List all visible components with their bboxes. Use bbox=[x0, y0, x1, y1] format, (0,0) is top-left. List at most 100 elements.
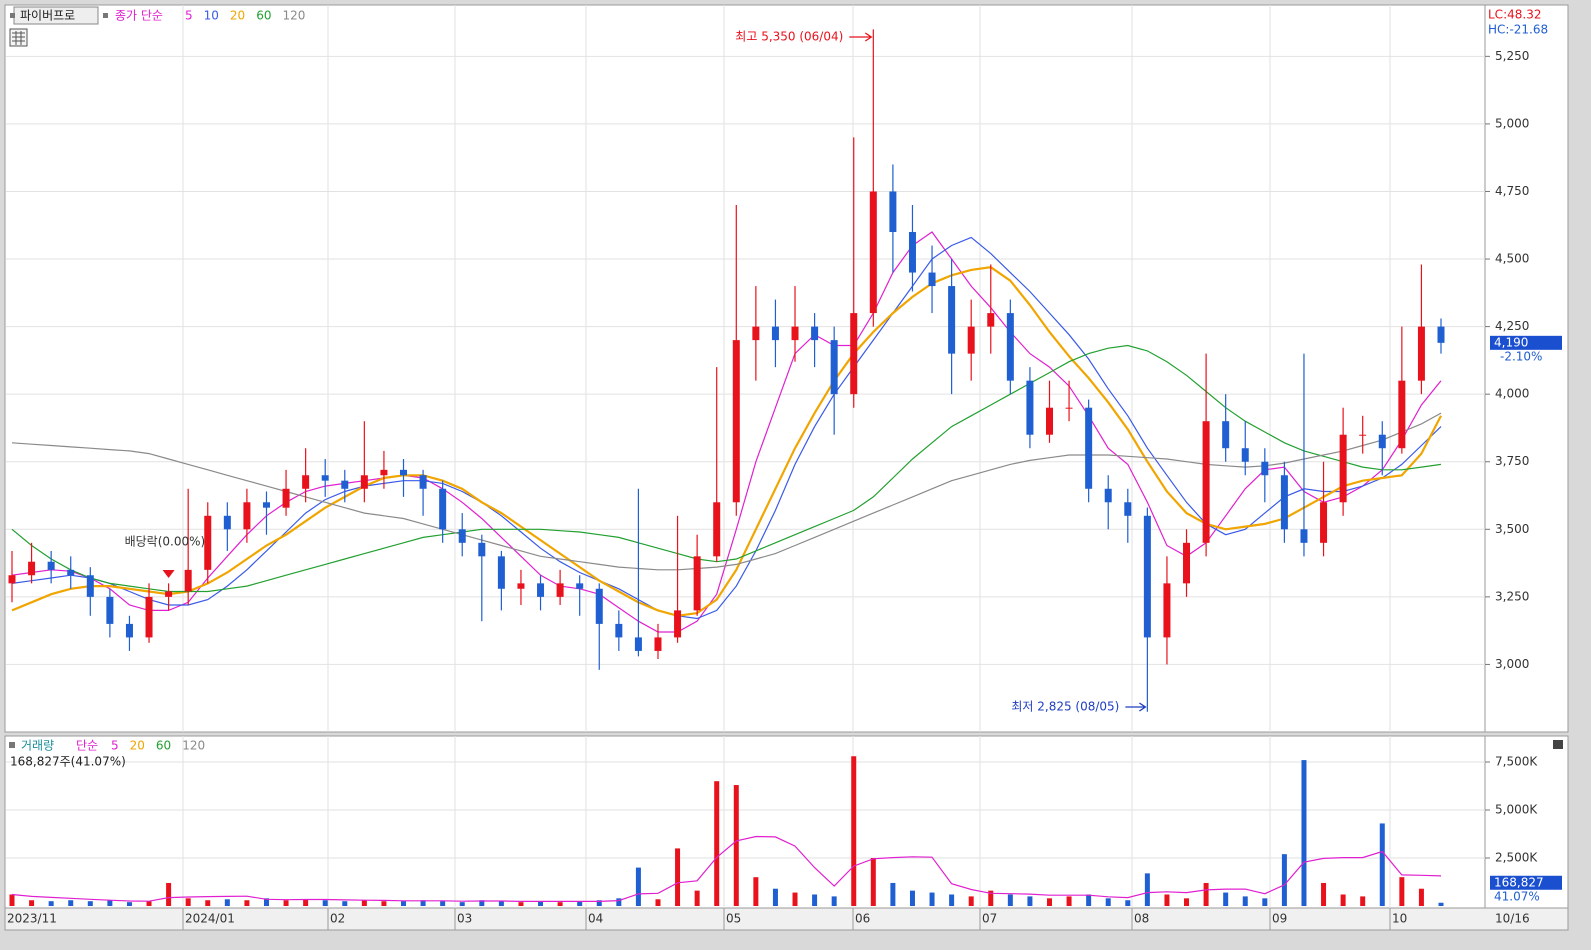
y-tick-label: 5,250 bbox=[1495, 49, 1529, 63]
volume-bar bbox=[1379, 823, 1385, 906]
y-tick-label: 2,500K bbox=[1495, 851, 1538, 865]
volume-bar bbox=[342, 901, 348, 906]
candle-body bbox=[1261, 461, 1269, 476]
volume-bar bbox=[107, 900, 113, 906]
volume-bar bbox=[459, 902, 465, 906]
candle-body bbox=[1143, 515, 1151, 638]
legend-entry: 20 bbox=[130, 739, 145, 753]
candle-body bbox=[1202, 421, 1210, 543]
volume-bar bbox=[675, 848, 681, 906]
x-tick-label: 04 bbox=[588, 912, 603, 926]
volume-bar bbox=[185, 898, 191, 906]
volume-bar bbox=[224, 899, 230, 906]
candle-body bbox=[1006, 313, 1014, 381]
candle-body bbox=[145, 596, 153, 638]
volume-bar bbox=[968, 896, 974, 906]
volume-bar bbox=[166, 882, 172, 906]
price-panel bbox=[4, 4, 1486, 733]
candle-body bbox=[1359, 434, 1367, 436]
candle-body bbox=[517, 583, 525, 589]
volume-bar bbox=[1066, 896, 1072, 906]
candle-body bbox=[830, 340, 838, 395]
candle-body bbox=[302, 475, 310, 489]
volume-summary: 168,827주(41.07%) bbox=[10, 755, 126, 769]
volume-bar bbox=[283, 900, 289, 906]
x-tick-label: 2024/01 bbox=[185, 912, 235, 926]
legend-entry: 5 bbox=[185, 9, 193, 23]
close-button[interactable] bbox=[1553, 740, 1563, 749]
y-tick-label: 3,750 bbox=[1495, 454, 1529, 468]
volume-bar bbox=[655, 899, 661, 906]
volume-panel bbox=[4, 735, 1486, 909]
volume-bar bbox=[303, 899, 309, 906]
candle-body bbox=[1300, 529, 1308, 543]
candle-body bbox=[439, 488, 447, 530]
volume-bar bbox=[1144, 873, 1150, 906]
volume-bar bbox=[1203, 882, 1209, 906]
candle-body bbox=[1026, 380, 1034, 435]
current-volume: 168,827 bbox=[1494, 875, 1544, 889]
volume-bar bbox=[1281, 854, 1287, 906]
x-tick-label: 03 bbox=[457, 912, 472, 926]
candle-body bbox=[419, 475, 427, 489]
candle-body bbox=[537, 583, 545, 597]
x-tick-label: 08 bbox=[1134, 912, 1149, 926]
legend-entry: 60 bbox=[156, 739, 171, 753]
candle-body bbox=[713, 502, 721, 557]
candle-body bbox=[86, 575, 94, 597]
high-annotation: 최고 5,350 (06/04) bbox=[735, 30, 843, 44]
candle-body bbox=[1163, 583, 1171, 638]
volume-title: 거래량 bbox=[21, 739, 54, 753]
volume-bar bbox=[733, 785, 739, 906]
volume-bar bbox=[812, 894, 818, 906]
volume-bar bbox=[694, 890, 700, 906]
candle-body bbox=[106, 596, 114, 624]
current-volume-pct: 41.07% bbox=[1494, 889, 1540, 903]
candle-body bbox=[1085, 407, 1093, 489]
volume-bar bbox=[772, 888, 778, 906]
dividend-annotation: 배당락(0.00%) bbox=[125, 535, 206, 549]
y-tick-label: 3,000 bbox=[1495, 657, 1529, 671]
candle-body bbox=[1280, 475, 1288, 530]
candle-body bbox=[125, 623, 133, 638]
x-tick-label: 2023/11 bbox=[7, 912, 57, 926]
candle-body bbox=[282, 488, 290, 508]
volume-bar bbox=[29, 900, 35, 906]
low-arrow bbox=[1125, 702, 1147, 712]
volume-bar bbox=[401, 901, 407, 906]
volume-bar bbox=[753, 877, 759, 906]
volume-bar bbox=[1105, 898, 1111, 906]
candle-body bbox=[634, 637, 642, 651]
candle-body bbox=[67, 569, 75, 576]
marks-layer bbox=[8, 29, 1445, 906]
candle-body bbox=[1339, 434, 1347, 503]
stock-name[interactable]: 파이버프로 bbox=[20, 9, 75, 23]
volume-bar bbox=[9, 894, 15, 906]
candle-body bbox=[1398, 380, 1406, 449]
volume-bar bbox=[1438, 902, 1444, 906]
legend-square bbox=[9, 742, 15, 748]
candle-body bbox=[47, 561, 55, 570]
high-arrow bbox=[849, 32, 873, 42]
volume-bar bbox=[890, 882, 896, 906]
y-tick-label: 4,500 bbox=[1495, 252, 1529, 266]
current-price: 4,190 bbox=[1494, 335, 1528, 349]
volume-bar bbox=[870, 858, 876, 906]
indicator-name: 종가 단순 bbox=[115, 9, 163, 23]
candle-body bbox=[674, 610, 682, 638]
candle-body bbox=[458, 529, 466, 543]
y-tick-label: 5,000 bbox=[1495, 116, 1529, 130]
price-axis bbox=[1484, 4, 1569, 733]
volume-bar bbox=[831, 896, 837, 906]
volume-bar bbox=[68, 900, 74, 906]
candle-body bbox=[184, 569, 192, 592]
candle-body bbox=[576, 583, 584, 589]
y-tick-label: 3,500 bbox=[1495, 522, 1529, 536]
y-tick-label: 3,250 bbox=[1495, 589, 1529, 603]
candle-body bbox=[262, 502, 270, 508]
volume-bar bbox=[479, 900, 485, 906]
volume-bar bbox=[635, 867, 641, 906]
legend-square bbox=[10, 13, 15, 18]
volume-bar bbox=[616, 898, 622, 906]
